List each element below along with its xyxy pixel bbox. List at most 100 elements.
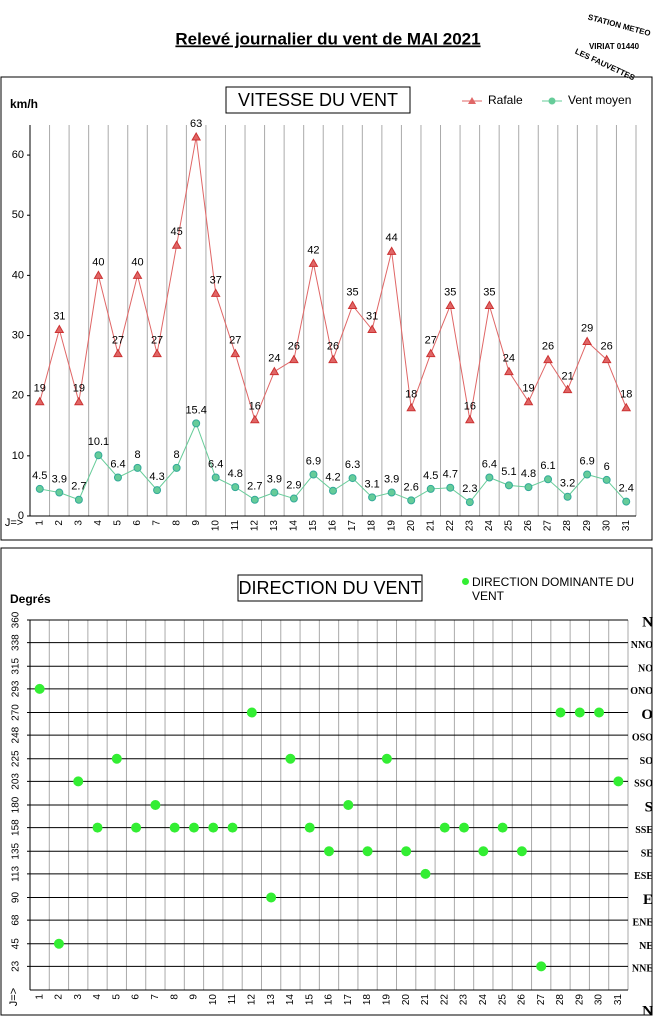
dot <box>34 683 45 694</box>
x-tick-label: 11 <box>230 520 241 531</box>
y2-tick-label: SE <box>641 849 654 860</box>
dot <box>343 800 354 810</box>
marker <box>192 419 201 428</box>
value-label: 4.3 <box>149 471 164 483</box>
value-label: 6.4 <box>208 458 223 470</box>
y-tick-label: 20 <box>12 390 24 402</box>
marker <box>113 348 123 358</box>
dot <box>555 707 566 718</box>
y2-tick-label: ONO <box>630 686 653 697</box>
x-tick-label: 13 <box>269 520 280 532</box>
x-tick-label: 8 <box>169 994 180 1000</box>
value-label: 26 <box>542 341 554 353</box>
y2-tick-label: O <box>641 707 653 723</box>
y2-tick-label: OSO <box>632 732 653 743</box>
marker <box>621 402 632 412</box>
legend: DIRECTION DOMINANTE DU VENT <box>462 575 647 603</box>
marker <box>210 288 221 297</box>
value-label: 63 <box>190 118 202 130</box>
value-label: 3.9 <box>384 473 399 485</box>
marker <box>426 484 435 493</box>
dot <box>324 846 334 857</box>
value-label: 2.9 <box>286 479 301 491</box>
value-label: 18 <box>620 389 632 401</box>
value-label: 19 <box>522 383 534 395</box>
dot <box>111 753 122 764</box>
x-tick-label: 4 <box>92 994 103 1000</box>
x-tick-label: 24 <box>484 520 495 532</box>
legend-marker <box>548 97 556 105</box>
marker <box>250 495 259 504</box>
dot <box>131 822 142 833</box>
value-label: 2.4 <box>619 482 634 494</box>
x-tick-label: 17 <box>343 994 354 1006</box>
y2-tick-label: NE <box>639 941 653 952</box>
x-tick-label: 24 <box>478 994 489 1006</box>
y-tick-label: 30 <box>12 329 24 341</box>
y-axis-label: Degrés <box>10 592 51 606</box>
marker <box>74 396 84 406</box>
x-tick-label: 5 <box>111 994 122 1000</box>
value-label: 21 <box>561 371 573 383</box>
x-tick-label: 23 <box>459 994 470 1006</box>
value-label: 3.9 <box>52 473 67 485</box>
marker <box>35 484 44 493</box>
x-tick-label: 15 <box>308 520 319 532</box>
marker <box>582 336 592 346</box>
value-label: 4.5 <box>32 470 47 482</box>
marker <box>484 300 495 309</box>
y-axis-label: km/h <box>10 97 38 111</box>
value-label: 27 <box>229 334 241 346</box>
marker <box>504 366 514 376</box>
y2-tick-label: ESE <box>634 871 653 882</box>
x-tick-label: 25 <box>504 520 515 532</box>
dot <box>459 822 470 833</box>
marker <box>231 483 240 492</box>
x-tick-label: 18 <box>367 520 378 532</box>
dot <box>401 846 412 857</box>
marker <box>249 414 260 424</box>
x-tick-label: 21 <box>420 994 431 1006</box>
x-tick-label: 19 <box>386 520 397 532</box>
dot <box>574 707 585 718</box>
value-label: 31 <box>366 310 378 322</box>
value-label: 42 <box>307 244 319 256</box>
marker <box>464 414 475 424</box>
dot <box>169 822 180 833</box>
marker <box>113 473 122 482</box>
page-title: Relevé journalier du vent de MAI 2021 <box>175 29 480 48</box>
value-label: 2.3 <box>462 483 477 495</box>
marker <box>386 246 397 255</box>
marker <box>602 475 611 484</box>
marker <box>368 493 377 502</box>
dot <box>536 961 547 972</box>
x-tick-label: 2 <box>54 520 65 526</box>
value-label: 2.6 <box>404 481 419 493</box>
x-tick-label: 23 <box>464 520 475 532</box>
x-tick-label: 13 <box>266 994 277 1006</box>
marker <box>445 300 456 309</box>
dot <box>304 822 315 833</box>
x-tick-label: 3 <box>74 520 85 526</box>
marker <box>230 348 241 358</box>
marker <box>132 270 143 279</box>
x-tick-label: 31 <box>621 520 632 532</box>
x-tick-label: 7 <box>150 994 161 1000</box>
y-tick-label: 135 <box>11 842 22 859</box>
marker <box>74 495 83 504</box>
x-tick-label: 11 <box>227 994 238 1005</box>
x-tick-label: 10 <box>208 994 219 1006</box>
marker <box>504 481 513 490</box>
marker <box>622 497 631 506</box>
value-label: 15.4 <box>185 404 206 416</box>
value-label: 16 <box>464 401 476 413</box>
x-tick-label: 28 <box>555 994 566 1006</box>
marker <box>347 300 358 309</box>
marker <box>544 475 553 484</box>
value-label: 8 <box>174 449 180 461</box>
value-label: 8 <box>134 449 140 461</box>
value-label: 5.1 <box>501 466 516 478</box>
x-tick-label: 31 <box>613 994 624 1006</box>
marker <box>523 396 534 406</box>
legend-marker <box>468 97 476 104</box>
